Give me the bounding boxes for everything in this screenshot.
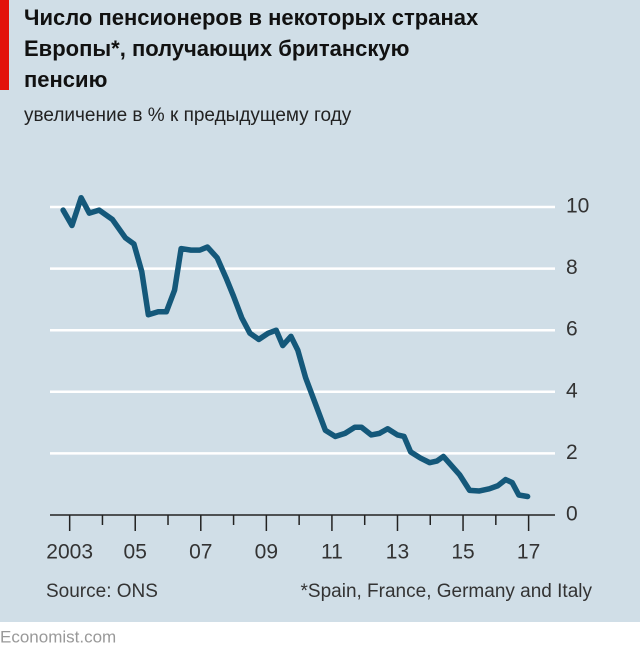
x-tick-label: 15 (451, 541, 474, 564)
y-tick-label: 0 (566, 503, 578, 526)
source: Source: ONS (46, 581, 158, 602)
chart-title: Число пенсионеров в некоторых странах (24, 5, 479, 30)
y-tick-label: 10 (566, 195, 589, 218)
y-tick-label: 8 (566, 256, 578, 279)
y-tick-label: 4 (566, 379, 578, 402)
x-tick-label: 09 (255, 541, 278, 564)
x-tick-label: 05 (124, 541, 147, 564)
x-tick-label: 11 (321, 541, 343, 564)
chart-title: пенсию (24, 67, 107, 92)
y-tick-label: 6 (566, 318, 578, 341)
red-tag (0, 0, 9, 90)
y-tick-label: 2 (566, 441, 578, 464)
x-tick-label: 17 (517, 541, 540, 564)
brand: Economist.com (0, 627, 116, 646)
background (0, 0, 640, 622)
data-line (60, 195, 531, 500)
chart-title: Европы*, получающих британскую (24, 36, 409, 61)
note: *Spain, France, Germany and Italy (301, 581, 593, 602)
subtitle: увеличение в % к предыдущему году (24, 105, 352, 126)
x-tick-label: 07 (189, 541, 212, 564)
x-tick-label: 13 (386, 541, 409, 564)
x-tick-label: 2003 (46, 541, 93, 564)
